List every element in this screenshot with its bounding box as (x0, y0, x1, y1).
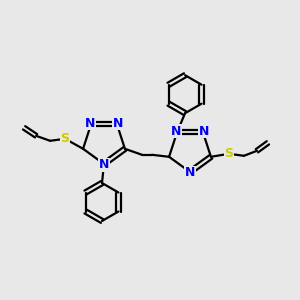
Text: N: N (185, 167, 195, 179)
Text: N: N (199, 125, 209, 138)
Text: N: N (113, 117, 123, 130)
Text: N: N (171, 125, 181, 138)
Text: N: N (85, 117, 95, 130)
Text: N: N (99, 158, 109, 172)
Text: S: S (61, 132, 70, 145)
Text: S: S (224, 147, 233, 160)
